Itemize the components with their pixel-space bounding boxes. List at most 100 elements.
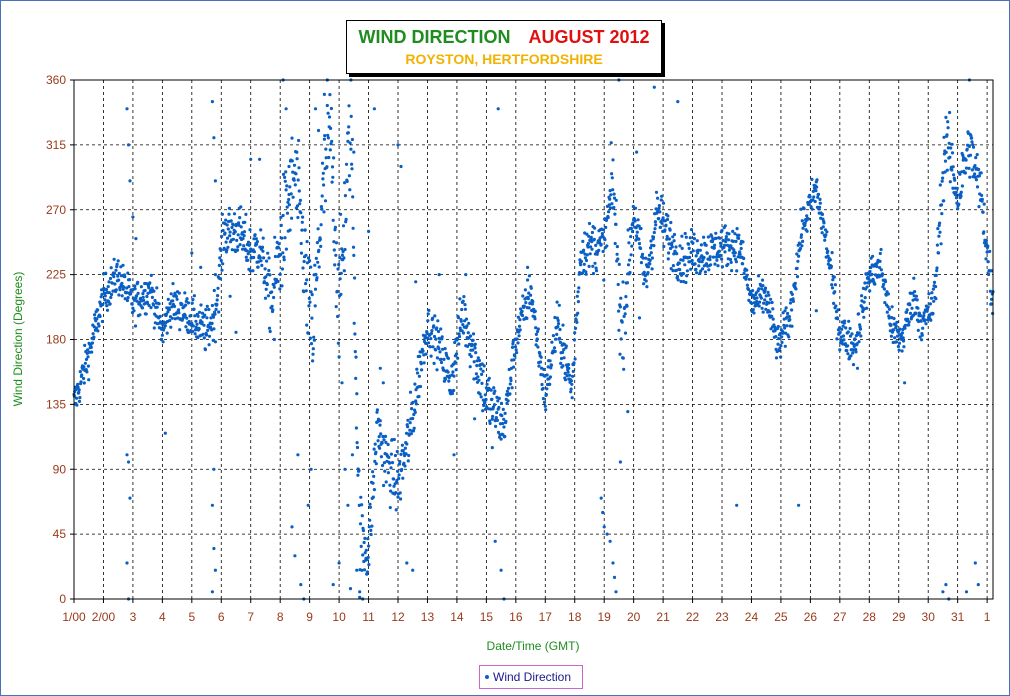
data-point [235, 248, 240, 252]
data-point [959, 194, 963, 198]
data-point [727, 248, 732, 252]
data-point [566, 363, 571, 367]
data-point [970, 136, 974, 140]
data-point [347, 104, 351, 108]
data-point [572, 338, 577, 342]
data-point [937, 223, 941, 228]
data-point [436, 319, 440, 323]
data-point [899, 333, 903, 337]
data-point [265, 282, 269, 287]
data-point [439, 360, 444, 365]
data-point [490, 417, 494, 421]
data-point [199, 265, 203, 269]
data-point [590, 247, 594, 251]
data-point [117, 293, 121, 297]
x-tick-label: 27 [833, 610, 847, 624]
data-point [330, 139, 334, 143]
data-point [859, 334, 863, 338]
data-point [332, 156, 336, 160]
data-point [675, 274, 680, 279]
data-point [535, 337, 539, 341]
data-point [502, 417, 506, 421]
data-point [497, 405, 501, 410]
data-point [350, 167, 354, 171]
data-point [612, 196, 617, 200]
data-point [657, 217, 661, 221]
data-point [712, 246, 716, 250]
data-point [155, 286, 159, 290]
data-point [517, 324, 522, 328]
data-point [668, 228, 672, 232]
data-point [988, 289, 993, 293]
data-point [561, 350, 565, 354]
data-point [233, 230, 237, 234]
data-point [563, 371, 567, 375]
data-point [434, 337, 438, 341]
data-point [784, 306, 788, 310]
data-point [213, 568, 217, 572]
data-point [104, 287, 108, 292]
data-point [153, 298, 157, 303]
data-point [591, 271, 596, 276]
data-point [437, 273, 441, 277]
data-point [987, 272, 991, 277]
data-point [801, 239, 805, 243]
x-tick-label: 30 [922, 610, 936, 624]
data-point [92, 335, 96, 339]
data-point [601, 228, 606, 232]
data-point [295, 157, 299, 161]
data-point [214, 307, 218, 311]
data-point [830, 286, 835, 290]
data-point [229, 219, 233, 223]
data-point [322, 183, 326, 187]
data-point [202, 323, 206, 327]
data-point [940, 212, 944, 216]
data-point [948, 180, 952, 184]
data-point [977, 205, 981, 209]
data-point [731, 239, 736, 243]
data-point [505, 401, 509, 405]
data-point [549, 366, 553, 370]
chart-subtitle: ROYSTON, HERTFORDSHIRE [405, 51, 603, 67]
data-point [541, 386, 545, 391]
data-point [851, 363, 856, 367]
data-point [309, 342, 314, 346]
data-point [591, 264, 595, 268]
data-point [939, 242, 943, 246]
data-point [696, 251, 700, 255]
data-point [466, 331, 470, 335]
data-point [727, 238, 731, 242]
data-point [577, 286, 581, 290]
data-point [795, 252, 799, 256]
data-point [396, 143, 400, 147]
data-point [627, 241, 631, 245]
data-point [283, 236, 287, 240]
data-point [296, 178, 300, 182]
data-point [633, 219, 637, 223]
x-tick-label: 25 [774, 610, 788, 624]
data-point [605, 532, 609, 536]
data-point [454, 368, 458, 372]
x-tick-label: 23 [715, 610, 729, 624]
data-point [980, 193, 984, 197]
data-point [485, 405, 489, 409]
data-point [979, 171, 983, 175]
data-point [191, 298, 195, 302]
data-point [315, 241, 319, 245]
data-point [288, 185, 292, 189]
data-point [183, 313, 187, 318]
data-point [332, 240, 336, 244]
data-point [221, 262, 225, 266]
data-point [863, 281, 867, 285]
data-point [436, 329, 441, 334]
data-point [618, 305, 623, 309]
data-point [349, 114, 353, 118]
data-point [702, 235, 706, 239]
data-point [227, 212, 231, 216]
data-point [329, 106, 333, 111]
data-point [688, 236, 692, 240]
data-point [967, 144, 972, 148]
data-point [296, 453, 300, 457]
data-point [77, 390, 81, 394]
data-point [205, 304, 209, 308]
